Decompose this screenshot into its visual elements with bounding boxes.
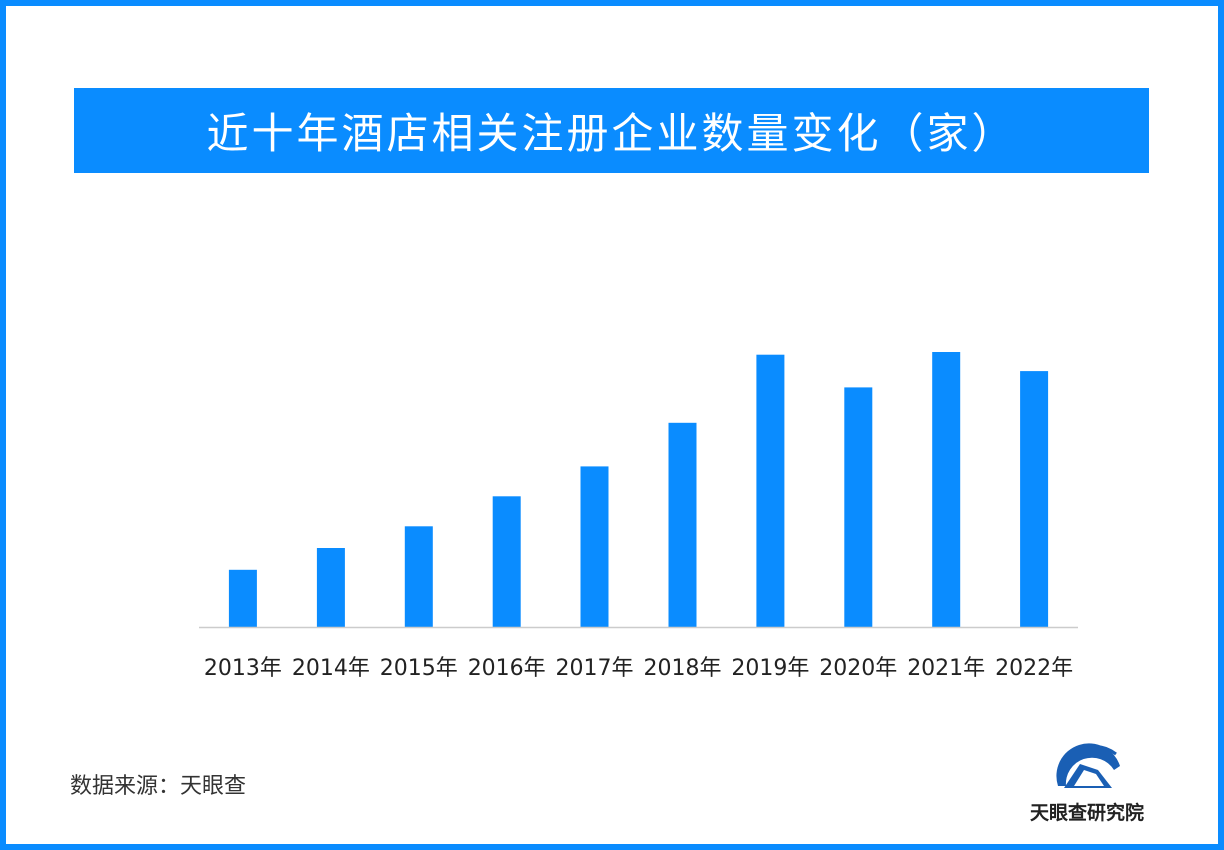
eye-logo-icon	[1056, 743, 1120, 788]
bar-2	[404, 526, 433, 627]
x-tick-label: 2016年	[468, 656, 546, 681]
bar-6	[756, 354, 785, 627]
bar-3	[492, 496, 521, 627]
x-tick-label: 2022年	[995, 656, 1073, 681]
bar-0	[228, 569, 257, 627]
tianyancha-logo: 天眼查研究院	[1024, 736, 1154, 826]
bar-5	[668, 422, 697, 627]
x-tick-label: 2013年	[204, 656, 282, 681]
bar-9	[1020, 371, 1049, 627]
bar-7	[844, 387, 873, 627]
x-tick-label: 2021年	[907, 656, 985, 681]
x-tick-label: 2015年	[380, 656, 458, 681]
title-banner: 近十年酒店相关注册企业数量变化（家）	[74, 88, 1149, 173]
x-tick-label: 2020年	[819, 656, 897, 681]
x-tick-label: 2018年	[644, 656, 722, 681]
bar-1	[316, 548, 345, 627]
logo-text: 天眼查研究院	[1030, 802, 1145, 824]
x-tick-label: 2019年	[731, 656, 809, 681]
x-tick-label: 2017年	[556, 656, 634, 681]
data-source-label: 数据来源：天眼查	[70, 774, 247, 799]
bar-4	[580, 466, 609, 627]
chart-title: 近十年酒店相关注册企业数量变化（家）	[206, 109, 1017, 158]
x-tick-label: 2014年	[292, 656, 370, 681]
bar-8	[932, 352, 961, 627]
